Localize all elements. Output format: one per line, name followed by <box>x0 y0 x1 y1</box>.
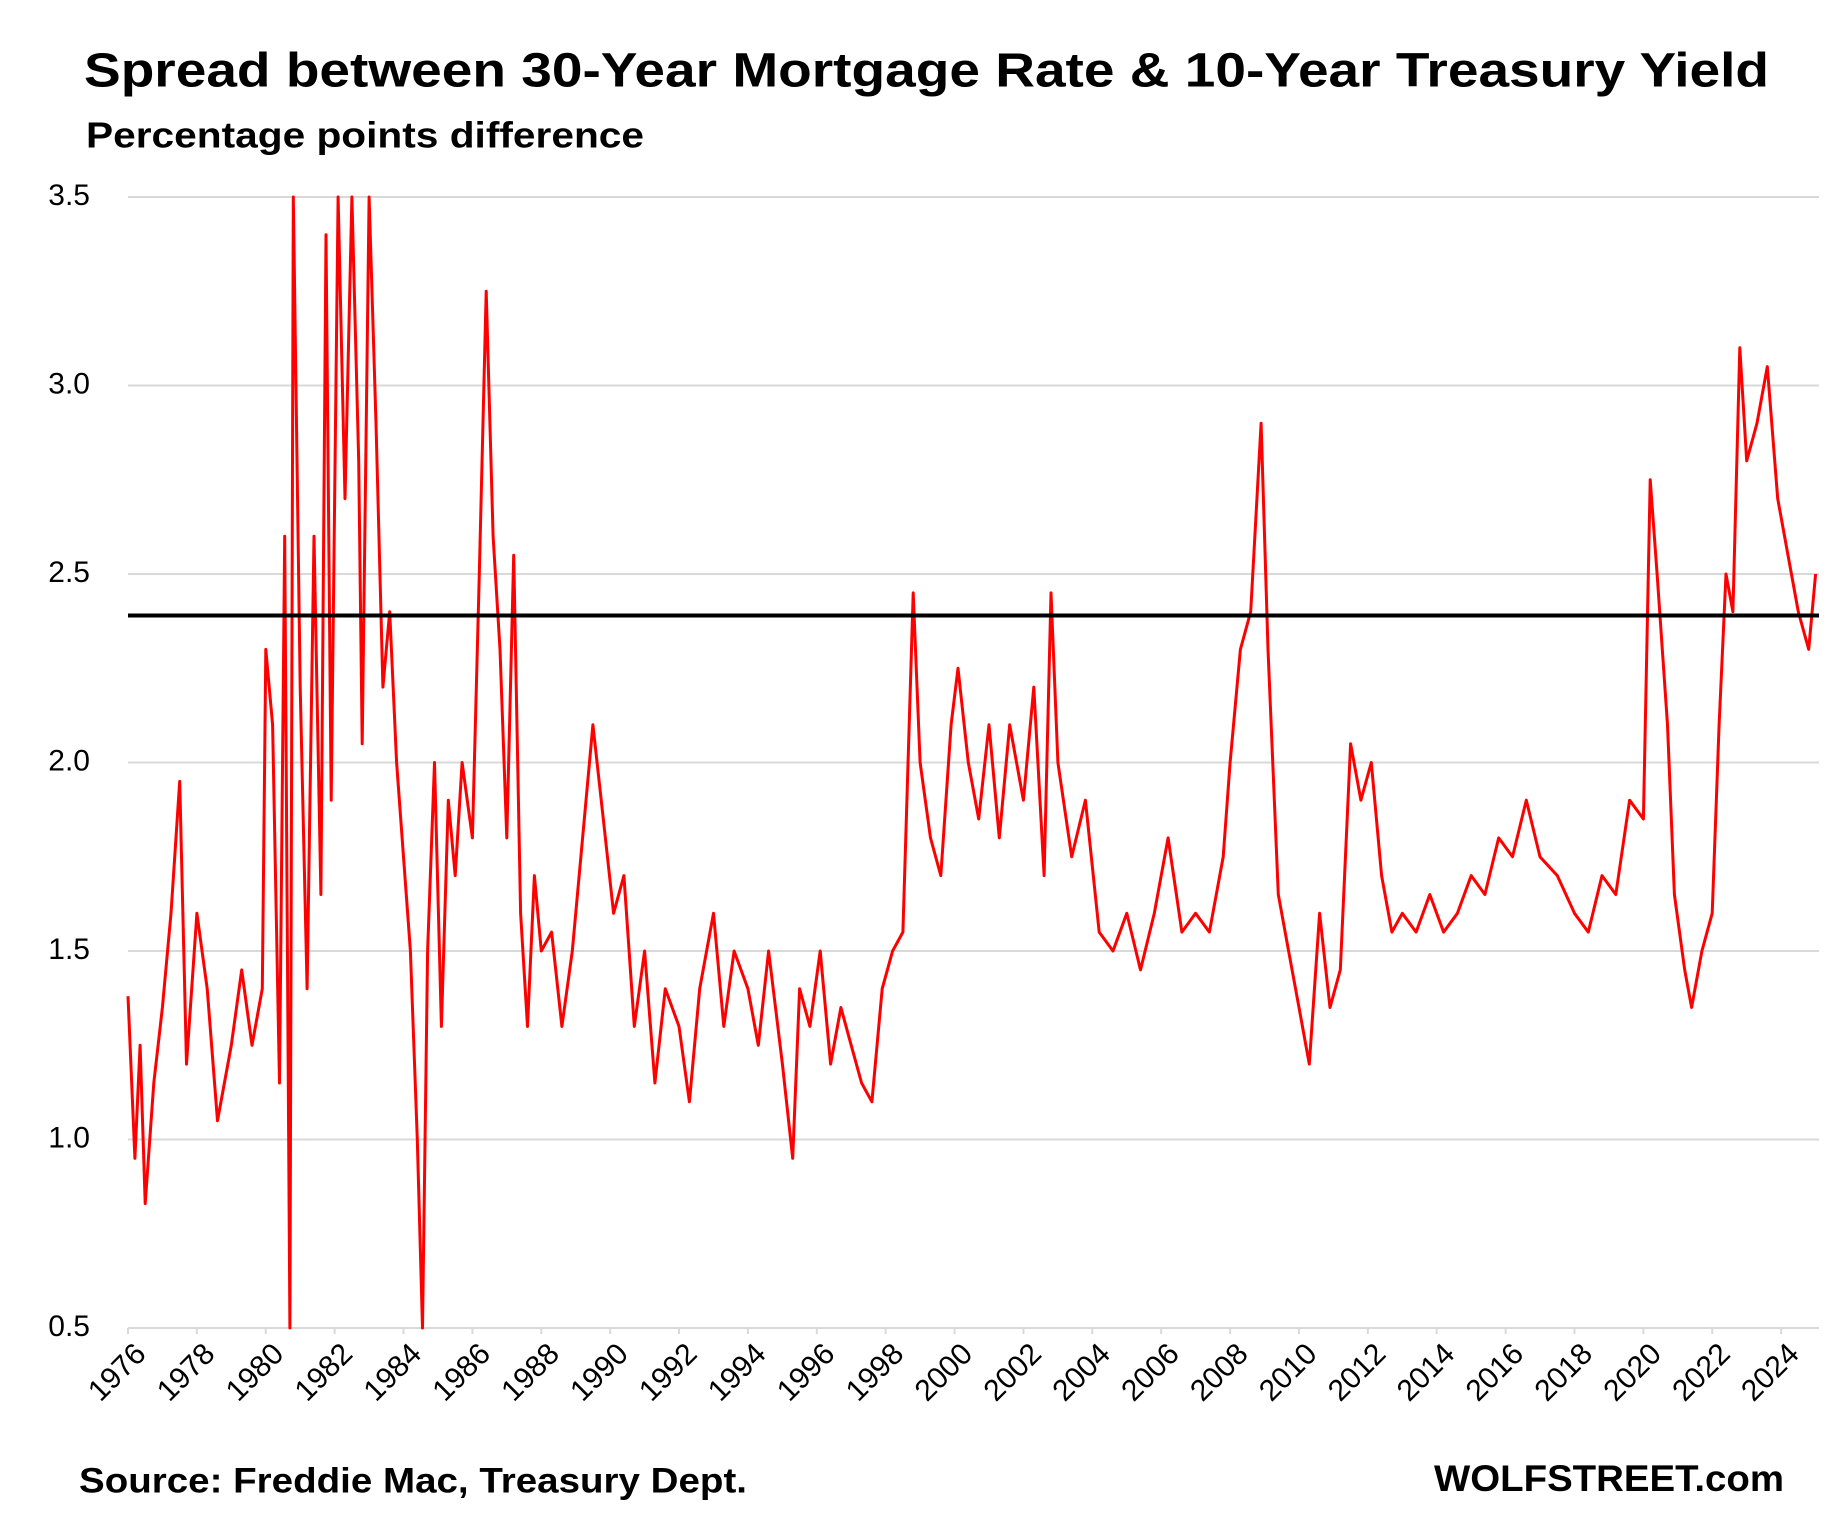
y-tick-label: 2.5 <box>48 556 90 589</box>
x-tick-label: 2014 <box>1391 1337 1462 1408</box>
x-tick-label: 2004 <box>1046 1337 1117 1408</box>
x-tick-label: 1992 <box>633 1337 704 1408</box>
x-tick-label: 2008 <box>1184 1337 1255 1408</box>
x-tick-label: 2022 <box>1666 1337 1737 1408</box>
y-tick-label: 3.0 <box>48 367 90 400</box>
y-tick-label: 3.5 <box>48 179 90 212</box>
x-tick-label: 2020 <box>1597 1337 1668 1408</box>
chart-subtitle: Percentage points difference <box>86 115 644 156</box>
x-tick-label: 1980 <box>220 1337 291 1408</box>
y-tick-label: 1.5 <box>48 933 90 966</box>
x-tick-label: 2024 <box>1735 1337 1806 1408</box>
x-tick-label: 1982 <box>289 1337 360 1408</box>
brand: WOLFSTREET.com <box>1434 1458 1784 1499</box>
x-tick-label: 2006 <box>1115 1337 1186 1408</box>
data-line <box>126 195 1818 1330</box>
x-tick-label: 1988 <box>495 1337 566 1408</box>
x-tick-label: 1986 <box>426 1337 497 1408</box>
x-tick-label: 2012 <box>1322 1337 1393 1408</box>
y-tick-label: 1.0 <box>48 1121 90 1154</box>
x-tick-label: 2000 <box>909 1337 980 1408</box>
x-tick-label: 1994 <box>702 1337 773 1408</box>
x-tick-label: 1978 <box>151 1337 222 1408</box>
x-tick-label: 1998 <box>840 1337 911 1408</box>
x-tick-label: 2010 <box>1253 1337 1324 1408</box>
x-tick-label: 1990 <box>564 1337 635 1408</box>
x-tick-label: 2018 <box>1528 1337 1599 1408</box>
x-tick-label: 2002 <box>977 1337 1048 1408</box>
x-tick-label: 1984 <box>358 1337 429 1408</box>
x-tick-label: 1976 <box>82 1337 153 1408</box>
chart-title: Spread between 30-Year Mortgage Rate & 1… <box>84 45 1769 98</box>
x-tick-label: 2016 <box>1460 1337 1531 1408</box>
y-tick-label: 2.0 <box>48 744 90 777</box>
x-tick-label: 1996 <box>771 1337 842 1408</box>
y-tick-label: 0.5 <box>48 1310 90 1343</box>
source-note: Source: Freddie Mac, Treasury Dept. <box>79 1461 747 1500</box>
